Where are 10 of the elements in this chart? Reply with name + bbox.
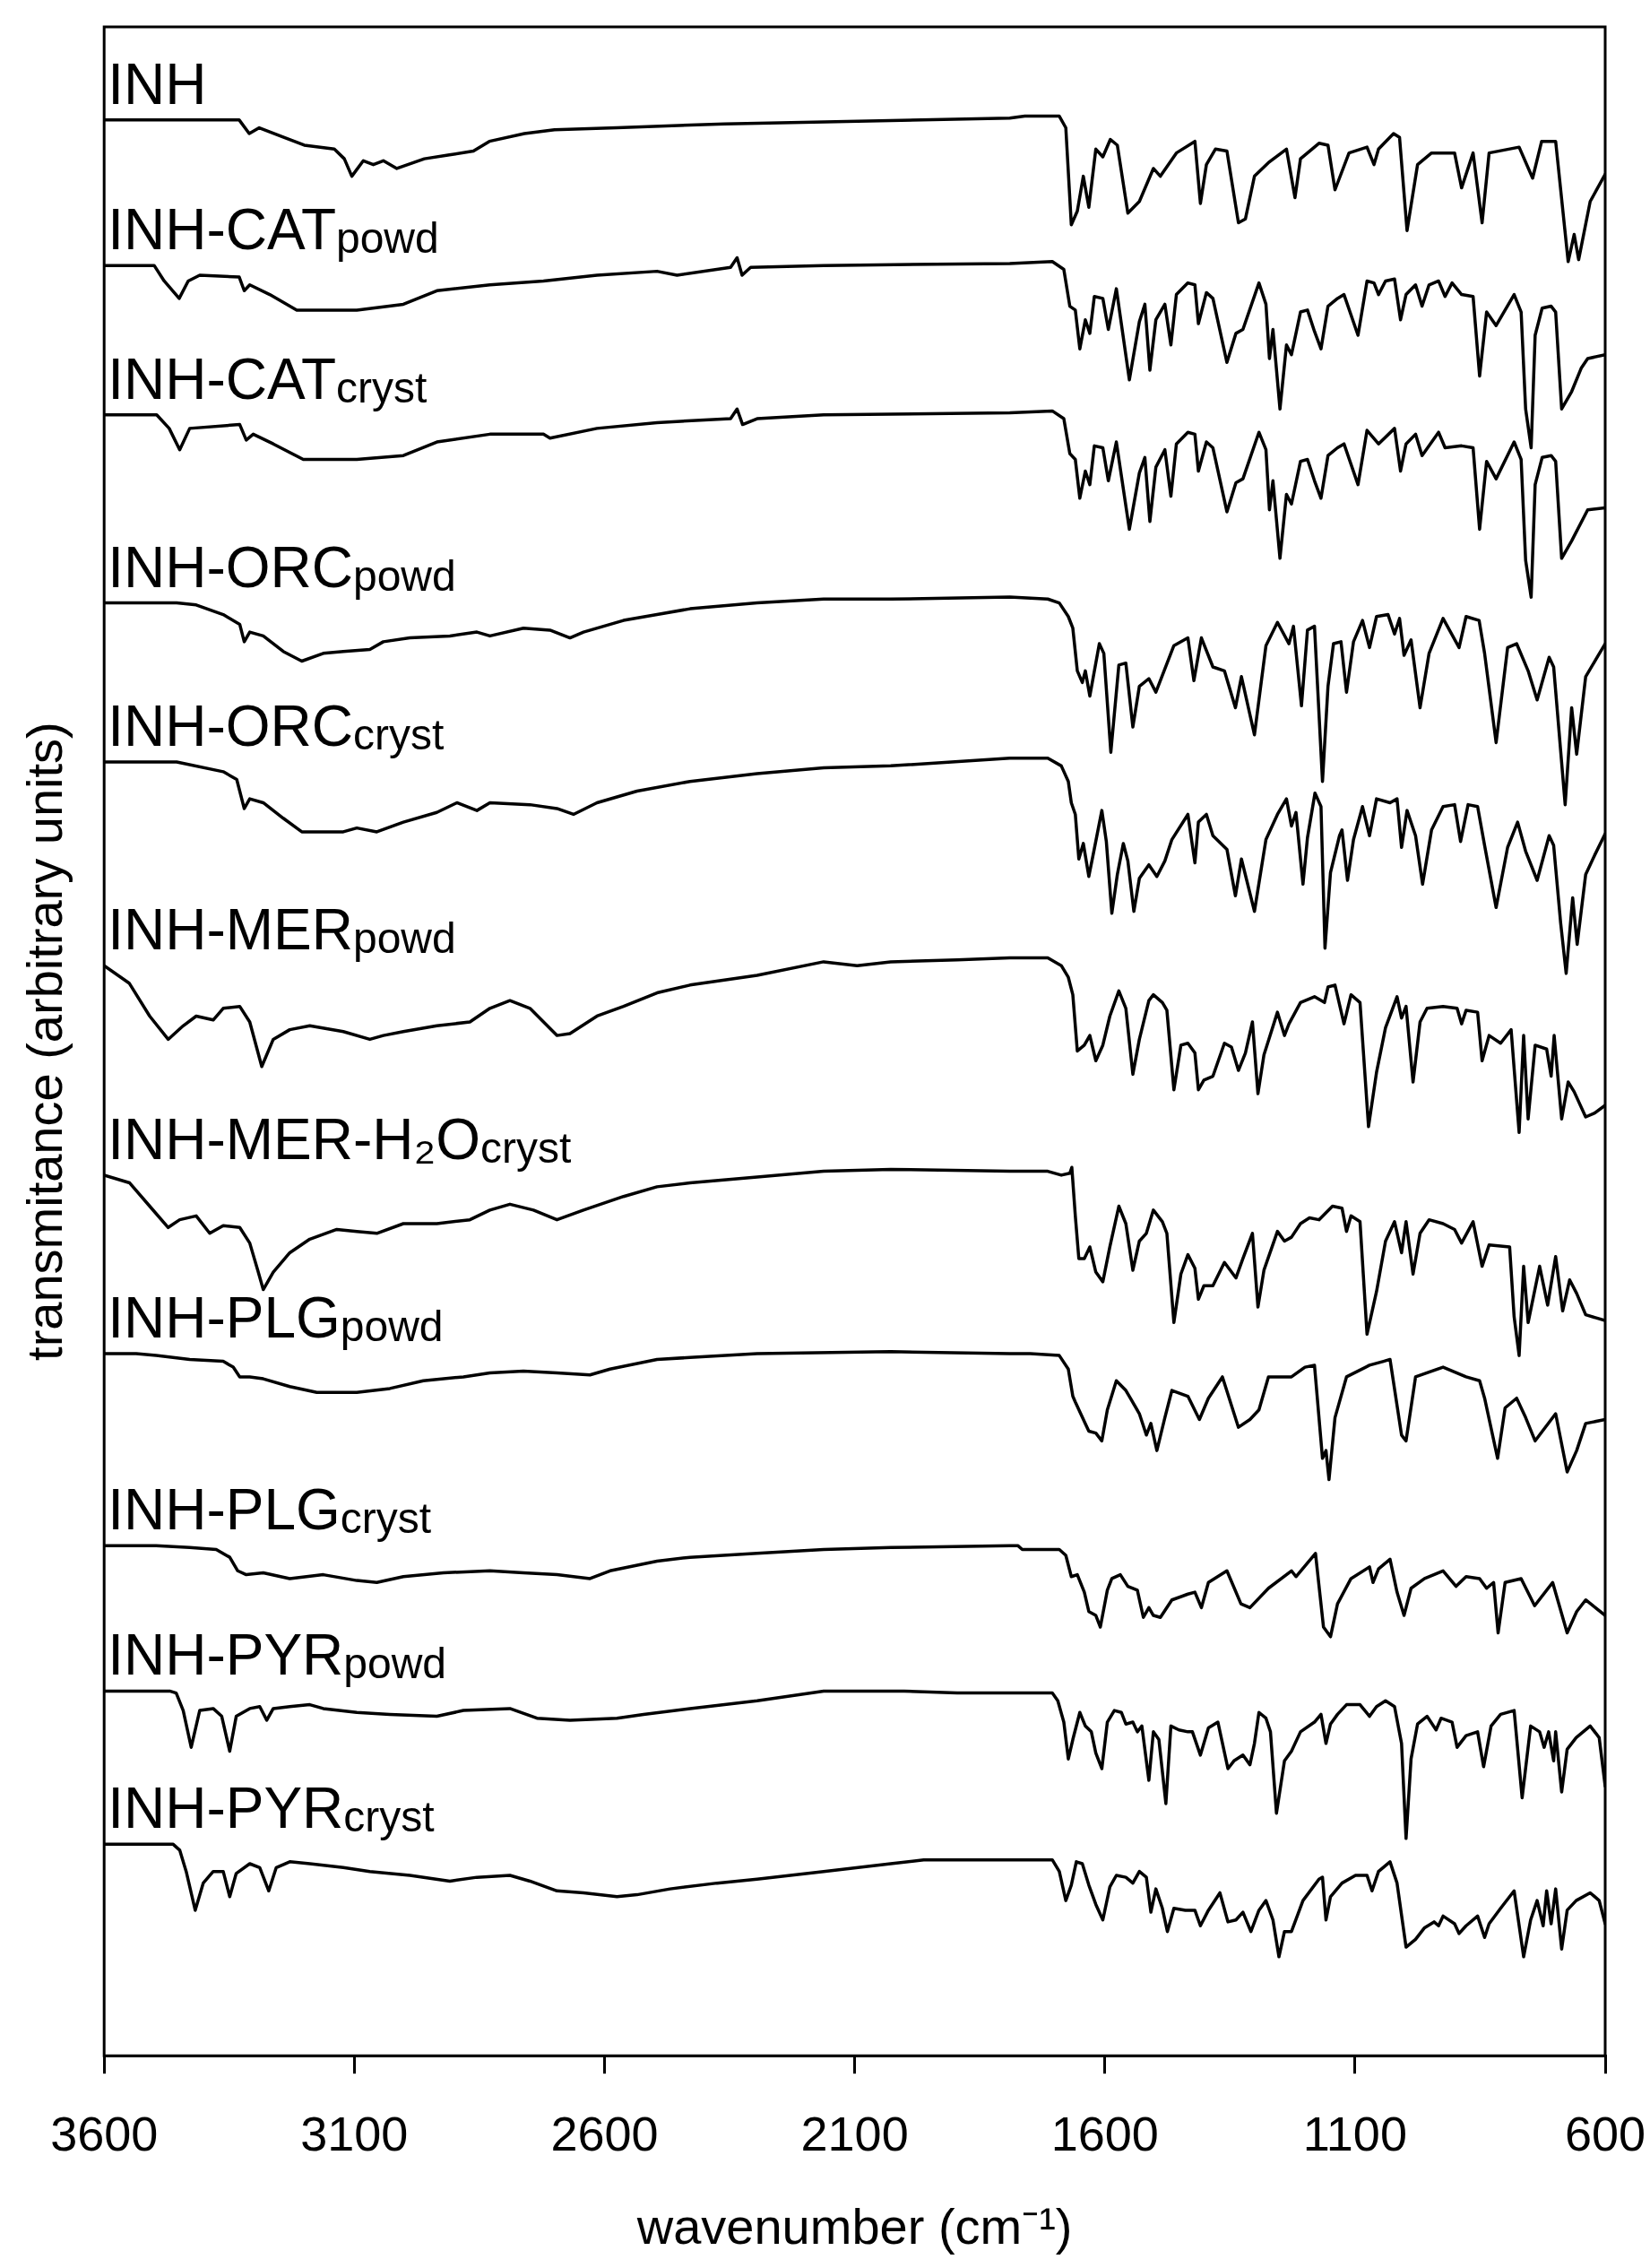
x-axis-title: wavenumber (cm⁻¹) bbox=[635, 2198, 1073, 2255]
x-tick-label: 3100 bbox=[300, 2107, 409, 2161]
x-tick-label: 2100 bbox=[800, 2107, 909, 2161]
x-tick-label: 2600 bbox=[550, 2107, 659, 2161]
series-label: INH bbox=[108, 51, 207, 117]
x-tick-label: 3600 bbox=[50, 2107, 159, 2161]
y-axis-title: transmitance (arbitrary units) bbox=[16, 722, 73, 1361]
x-tick-label: 600 bbox=[1564, 2107, 1646, 2161]
x-tick-label: 1600 bbox=[1050, 2107, 1159, 2161]
x-tick-label: 1100 bbox=[1302, 2107, 1407, 2161]
